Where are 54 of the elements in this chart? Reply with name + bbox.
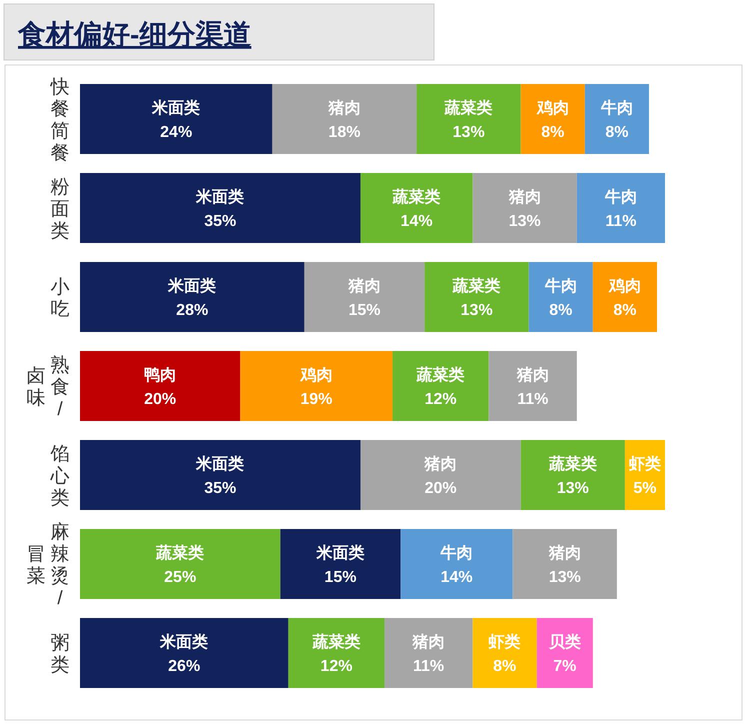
bar — [392, 351, 489, 421]
bar — [304, 262, 425, 332]
y-tick-label: 小吃 — [50, 277, 70, 320]
data-label: 猪肉 11% — [516, 366, 549, 408]
data-label: 米面类 35% — [195, 455, 244, 497]
data-label: 米面类 35% — [195, 188, 244, 230]
data-label: 蔬菜类 13% — [452, 277, 501, 319]
data-label: 蔬菜类 13% — [444, 99, 493, 141]
bar — [360, 440, 521, 510]
data-label: 蔬菜类 13% — [548, 455, 597, 497]
data-label: 蔬菜类 12% — [311, 633, 360, 675]
bar — [416, 84, 521, 154]
data-label: 鸡肉 19% — [299, 366, 332, 408]
y-tick-label: 粥类 — [50, 633, 70, 676]
category-label: 麻辣烫/冒菜 — [26, 522, 70, 609]
bar — [536, 618, 593, 688]
data-label: 虾类 8% — [488, 633, 521, 675]
data-label: 虾类 5% — [628, 455, 661, 497]
data-label: 猪肉 11% — [412, 633, 445, 675]
y-tick-label: 馅心类 — [50, 444, 70, 509]
bar — [80, 84, 272, 154]
data-label: 牛肉 11% — [604, 188, 637, 230]
data-label: 米面类 26% — [159, 633, 208, 675]
bar — [80, 173, 360, 243]
data-label: 猪肉 18% — [327, 99, 360, 141]
bar — [472, 618, 537, 688]
data-label: 鸭肉 20% — [144, 366, 176, 408]
bar — [424, 262, 529, 332]
data-label: 米面类 24% — [151, 99, 200, 141]
data-label: 蔬菜类 14% — [392, 188, 441, 230]
bar — [80, 618, 288, 688]
data-label: 牛肉 8% — [544, 277, 577, 319]
data-label: 猪肉 15% — [347, 277, 380, 319]
data-label: 牛肉 8% — [600, 99, 633, 141]
data-label: 鸡肉 8% — [608, 277, 641, 319]
data-label: 米面类 15% — [315, 544, 364, 586]
data-label: 牛肉 14% — [440, 544, 473, 586]
bar — [80, 351, 240, 421]
y-tick-label: 快餐简餐 — [50, 77, 70, 164]
bar — [592, 262, 657, 332]
bar — [520, 440, 625, 510]
chart-title: 食材偏好-细分渠道 — [17, 19, 252, 50]
data-label: 蔬菜类 12% — [416, 366, 465, 408]
data-label: 猪肉 13% — [548, 544, 581, 586]
data-label: 猪肉 13% — [508, 188, 541, 230]
data-label: 猪肉 20% — [424, 455, 457, 497]
bar — [80, 262, 304, 332]
bar — [272, 84, 417, 154]
data-label: 贝类 7% — [548, 633, 581, 675]
bar — [80, 440, 360, 510]
data-label: 米面类 28% — [167, 277, 216, 319]
data-label: 蔬菜类 25% — [155, 544, 204, 586]
data-label: 鸡肉 8% — [536, 99, 569, 141]
y-tick-label: 粉面类 — [50, 177, 70, 242]
